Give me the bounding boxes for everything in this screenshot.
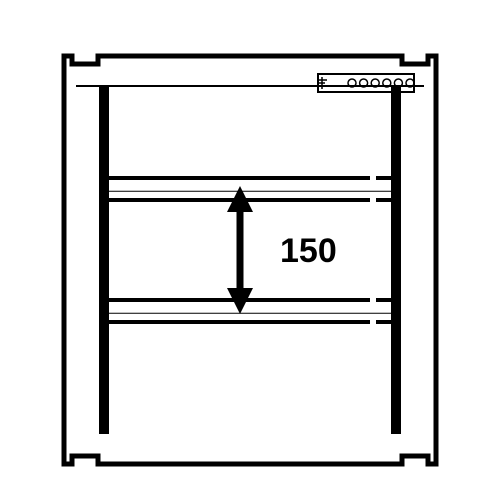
technical-diagram: 150: [0, 0, 500, 500]
right-post: [391, 86, 401, 434]
left-post: [99, 86, 109, 434]
dimension-label: 150: [280, 232, 337, 270]
canvas-bg: [0, 0, 500, 500]
